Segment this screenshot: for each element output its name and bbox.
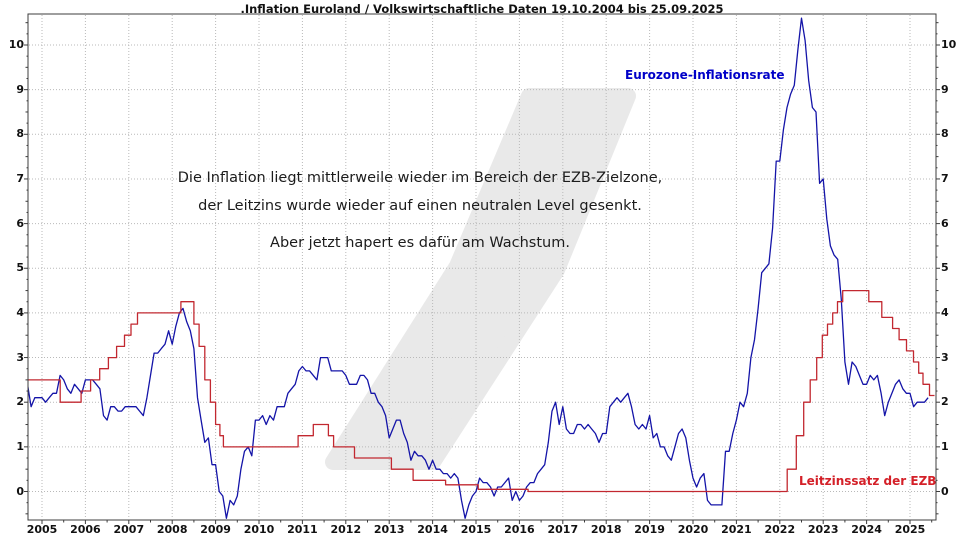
- y-axis-label-right: 7: [941, 171, 949, 185]
- annotation-line-1: Die Inflation liegt mittlerweile wieder …: [177, 170, 663, 186]
- y-axis-label-right: 10: [941, 38, 957, 51]
- y-axis-label-right: 9: [941, 82, 949, 96]
- x-axis-label: 2024: [851, 523, 882, 536]
- x-axis-label: 2020: [677, 523, 709, 536]
- y-axis-label-right: 3: [941, 350, 949, 364]
- x-axis-label: 2015: [460, 523, 492, 536]
- x-axis-label: 2023: [807, 523, 839, 536]
- x-axis-label: 2012: [330, 523, 362, 536]
- x-axis-label: 2010: [243, 523, 275, 536]
- y-axis-label-right: 6: [941, 216, 949, 230]
- annotation-line-2: der Leitzins wurde wieder auf einen neut…: [198, 198, 642, 214]
- x-axis-label: 2008: [156, 523, 188, 536]
- y-axis-label-left: 10: [8, 38, 24, 51]
- y-axis-label-left: 0: [16, 484, 24, 498]
- y-axis-label-left: 1: [16, 439, 24, 453]
- watermark-slash: [325, 88, 636, 470]
- y-axis-label-right: 2: [941, 395, 949, 409]
- legend-inflation-label: Eurozone-Inflationsrate: [625, 68, 785, 82]
- x-axis-label: 2014: [417, 523, 448, 536]
- x-axis-label: 2009: [200, 523, 231, 536]
- legend-leitzins-label: Leitzinssatz der EZB: [799, 474, 937, 488]
- leitzins-line: [28, 289, 935, 493]
- y-axis-label-left: 4: [16, 305, 24, 319]
- y-axis-label-left: 7: [16, 171, 24, 185]
- y-axis-label-left: 9: [16, 82, 24, 96]
- plot-border: [27, 13, 937, 521]
- annotation-text: Die Inflation liegt mittlerweile wieder …: [130, 164, 710, 257]
- x-axis-label: 2019: [634, 523, 665, 536]
- x-axis-label: 2016: [504, 523, 535, 536]
- x-axis-label: 2018: [590, 523, 622, 536]
- y-axis-label-left: 2: [16, 395, 24, 409]
- inflation-line: [28, 17, 929, 519]
- x-axis-label: 2025: [894, 523, 926, 536]
- x-axis-label: 2017: [547, 523, 579, 536]
- y-axis-label-left: 6: [16, 216, 24, 230]
- y-axis-label-left: 8: [16, 127, 24, 141]
- y-axis-label-right: 0: [941, 484, 949, 498]
- y-axis-label-right: 1: [941, 439, 949, 453]
- y-axis-label-right: 4: [941, 305, 949, 319]
- y-axis-label-right: 5: [941, 261, 949, 275]
- x-axis-label: 2011: [287, 523, 318, 536]
- y-axis-label-left: 5: [16, 261, 24, 275]
- x-axis-label: 2006: [70, 523, 101, 536]
- annotation-line-3: Aber jetzt hapert es dafür am Wachstum.: [270, 235, 570, 251]
- x-axis-label: 2021: [721, 523, 752, 536]
- x-axis-label: 2007: [113, 523, 145, 536]
- y-axis-label-right: 8: [941, 127, 949, 141]
- y-axis-label-left: 3: [16, 350, 24, 364]
- x-axis-label: 2013: [373, 523, 405, 536]
- chart-title: .Inflation Euroland / Volkswirtschaftlic…: [240, 2, 724, 16]
- x-axis-label: 2005: [26, 523, 58, 536]
- x-axis-label: 2022: [764, 523, 796, 536]
